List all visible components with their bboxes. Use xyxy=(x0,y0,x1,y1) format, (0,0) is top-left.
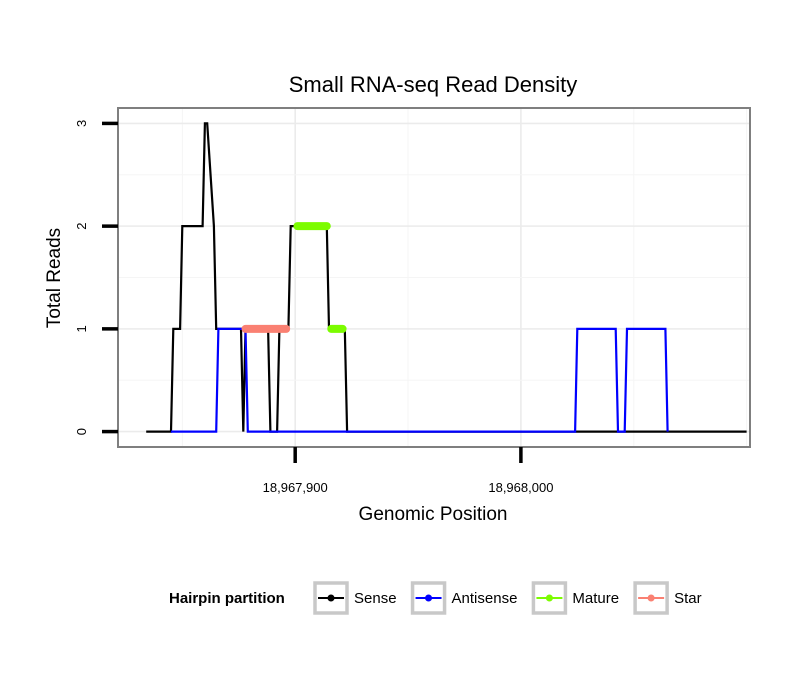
y-tick-label: 3 xyxy=(74,120,89,127)
legend-label-mature: Mature xyxy=(572,590,619,607)
y-tick-label: 1 xyxy=(74,325,89,332)
x-axis-title: Genomic Position xyxy=(359,504,508,525)
legend-entry-sense: Sense xyxy=(313,581,397,615)
legend-label-sense: Sense xyxy=(354,590,397,607)
legend-label-antisense: Antisense xyxy=(452,590,518,607)
panel-border xyxy=(117,107,751,448)
chart-title: Small RNA-seq Read Density xyxy=(289,72,578,97)
legend-entry-antisense: Antisense xyxy=(410,581,518,615)
legend-entries: Sense Antisense Mature Star xyxy=(313,581,702,615)
x-tick-label: 18,968,000 xyxy=(488,480,553,495)
legend-key-point-antisense xyxy=(425,594,433,602)
legend: Hairpin partition Sense Antisense Mature St… xyxy=(169,581,702,615)
legend-key-antisense xyxy=(410,581,447,615)
legend-label-star: Star xyxy=(674,590,702,607)
y-tick-label: 0 xyxy=(74,428,89,435)
legend-title: Hairpin partition xyxy=(169,590,285,607)
series-layer xyxy=(146,122,747,433)
y-tick-label: 2 xyxy=(74,223,89,230)
y-axis: 0 1 2 3 xyxy=(74,120,118,435)
y-axis-title: Total Reads xyxy=(44,228,65,328)
legend-key-point-mature xyxy=(545,594,553,602)
legend-key-point-star xyxy=(647,594,655,602)
legend-entry-star: Star xyxy=(633,581,702,615)
x-tick-label: 18,967,900 xyxy=(263,480,328,495)
legend-key-point-sense xyxy=(327,594,335,602)
series-line-antisense xyxy=(171,327,669,433)
plot-panel xyxy=(117,107,751,448)
x-axis: 18,967,900 18,968,000 xyxy=(263,447,553,495)
legend-entry-mature: Mature xyxy=(531,581,619,615)
